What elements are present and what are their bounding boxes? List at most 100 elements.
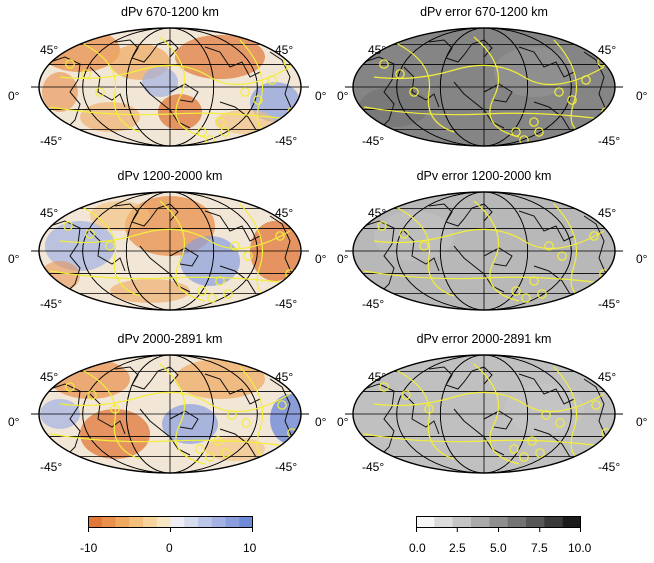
plate-boundary [79,41,141,133]
coastline [363,56,395,131]
coastline [518,373,575,405]
lat-label-north: 45° [40,206,59,220]
lat-label-north: 45° [40,370,59,384]
lat-label-north: 45° [275,43,294,57]
station-marker [509,444,519,454]
station-marker [197,286,207,296]
station-marker [215,117,225,127]
plate-boundary [363,106,610,121]
anomaly-region [142,67,178,97]
mollweide-map [31,354,309,474]
panel-title: dPv error 670-1200 km [420,5,548,19]
station-marker [521,293,531,303]
coastline [428,366,493,390]
station-marker [554,87,564,97]
station-marker [253,95,263,105]
station-marker [221,448,231,458]
coastline [428,203,493,227]
station-marker [519,452,529,462]
station-marker [529,117,539,127]
lat-label-south: -45° [598,134,621,148]
colorbar-tick-label: 5.0 [490,541,507,555]
colorbar-swatch [434,516,453,528]
lat-label-north: 45° [368,43,387,57]
colorbar-swatch [88,516,103,528]
colorbar-frame [416,516,581,528]
plate-boundary [393,368,455,460]
plate-boundary [373,391,605,413]
panel-title: dPv 1200-2000 km [117,169,223,183]
colorbar-swatch [211,516,226,528]
lat-label-equator: 0° [315,252,327,266]
lat-label-north: 45° [275,370,294,384]
colorbar-swatch [156,516,171,528]
plate-boundary [49,106,296,121]
station-marker [424,404,434,414]
map-panel-dpv-error-2000-2891: dPv error 2000-2891 km [334,331,634,481]
lat-label-south: -45° [598,297,621,311]
coastline [204,210,261,242]
lat-label-equator: 0° [8,415,20,429]
coastline [403,230,440,272]
plate-boundary [159,363,206,465]
lat-label-south: -45° [362,297,385,311]
station-marker [377,221,387,231]
station-marker [379,382,389,392]
station-marker [589,231,599,241]
lat-label-equator: 0° [636,89,648,103]
coastline [483,410,513,430]
station-marker [267,75,277,85]
colorbar-swatch [452,516,472,528]
coastline [204,46,261,78]
coastline [49,383,81,458]
error-colorbar: 0.0 2.5 5.0 7.5 10.0 [409,516,591,556]
colorbar-swatch [526,516,545,528]
anomaly-region [158,94,202,130]
station-marker [223,289,233,299]
lat-label-north: 45° [275,206,294,220]
station-marker [275,231,285,241]
coastline [533,265,571,295]
station-marker [230,241,240,251]
station-marker [534,127,544,137]
plate-boundary [393,205,455,297]
coastline [533,428,571,458]
colorbar-swatch [143,516,158,528]
lat-label-south: -45° [40,297,63,311]
plate-boundary [59,228,291,250]
dpv-colorbar: -10 0 10 [80,516,257,556]
station-marker [195,444,205,454]
lat-label-south: -45° [275,460,298,474]
lat-label-equator: 0° [8,89,20,103]
station-marker [529,276,539,286]
coastline [219,428,257,458]
mollweide-map [345,191,623,311]
colorbar-tick-label: -10 [80,541,98,555]
station-marker [215,276,225,286]
lat-label-north: 45° [598,370,617,384]
lat-label-south: -45° [362,134,385,148]
coastline [169,247,199,267]
station-marker [555,418,565,428]
station-marker [87,390,97,400]
lat-label-south: -45° [275,297,298,311]
plate-boundary [473,36,520,138]
mollweide-map [345,27,623,147]
colorbar-tick-label: 10 [243,541,257,555]
station-marker [241,418,251,428]
station-marker [591,400,601,410]
plate-boundary [373,64,605,86]
station-marker [527,436,537,446]
lat-label-south: -45° [598,460,621,474]
coastline [89,66,126,108]
colorbar-tick-label: 0.0 [409,541,426,555]
panel-title: dPv 670-1200 km [121,5,219,19]
colorbar-frame [88,516,253,528]
anomaly-region [374,211,454,261]
station-marker [95,87,105,97]
station-marker [81,69,91,79]
map-panel-dpv-670-1200: dPv 670-1200 km [20,4,320,154]
coastline [169,83,199,103]
station-marker [110,404,120,414]
colorbar-swatch [471,516,490,528]
